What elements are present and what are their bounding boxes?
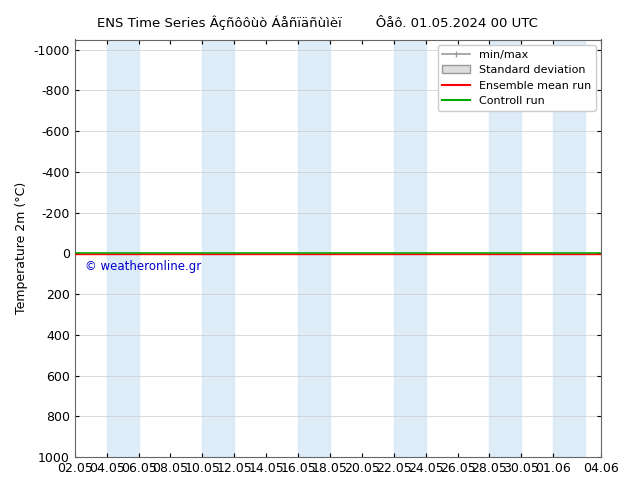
Text: © weatheronline.gr: © weatheronline.gr [86,260,202,272]
Legend: min/max, Standard deviation, Ensemble mean run, Controll run: min/max, Standard deviation, Ensemble me… [437,45,595,111]
Bar [489,40,521,457]
Bar [394,40,425,457]
Y-axis label: Temperature 2m (°C): Temperature 2m (°C) [15,182,28,315]
Text: ENS Time Series Âçñôôùò Áåñïäñùìèï        Ôåô. 01.05.2024 00 UTC: ENS Time Series Âçñôôùò Áåñïäñùìèï Ôåô. … [96,15,538,30]
Bar [553,40,585,457]
Bar [107,40,139,457]
Bar [298,40,330,457]
Bar [202,40,235,457]
